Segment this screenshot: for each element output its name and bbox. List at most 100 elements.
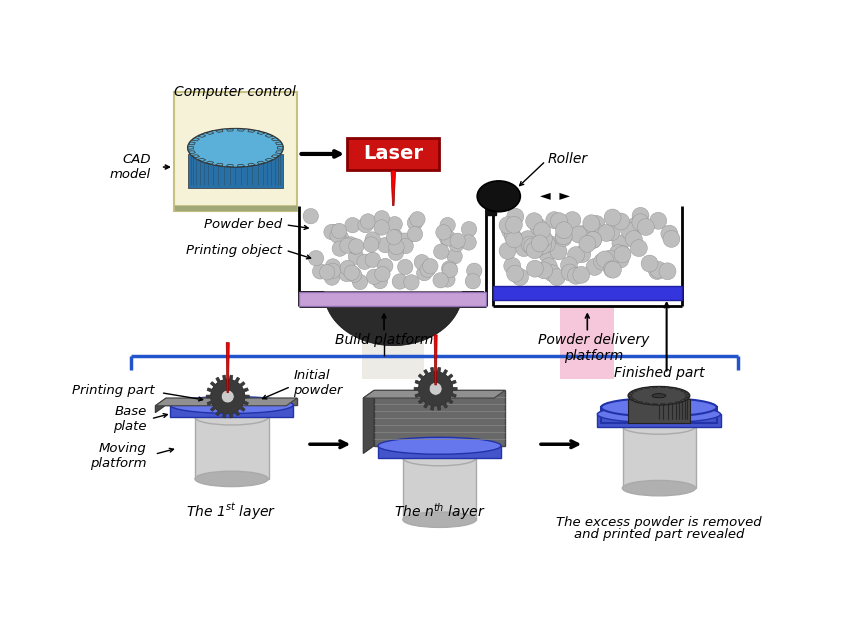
Circle shape (561, 264, 578, 281)
Circle shape (568, 246, 585, 264)
Circle shape (544, 265, 561, 282)
Ellipse shape (628, 386, 689, 405)
Circle shape (585, 231, 602, 248)
Circle shape (374, 220, 389, 235)
Text: and printed part revealed: and printed part revealed (574, 528, 744, 541)
Circle shape (570, 226, 587, 243)
Circle shape (309, 251, 324, 266)
Circle shape (541, 258, 558, 275)
Circle shape (555, 228, 572, 244)
Ellipse shape (229, 145, 242, 151)
Circle shape (330, 228, 345, 243)
Circle shape (663, 230, 680, 248)
Text: The n$^{th}$ layer: The n$^{th}$ layer (394, 501, 485, 522)
Circle shape (422, 259, 438, 274)
Circle shape (416, 266, 432, 281)
Circle shape (388, 230, 403, 245)
Text: Powder delivery
platform: Powder delivery platform (538, 333, 649, 363)
Text: The 1$^{st}$ layer: The 1$^{st}$ layer (186, 502, 277, 522)
Polygon shape (391, 170, 395, 205)
Circle shape (345, 218, 360, 233)
Circle shape (449, 236, 464, 252)
Circle shape (574, 246, 591, 262)
Circle shape (588, 215, 605, 233)
Circle shape (467, 263, 482, 279)
Polygon shape (434, 335, 437, 385)
Circle shape (555, 230, 572, 246)
Circle shape (638, 218, 654, 236)
Ellipse shape (652, 394, 666, 398)
Circle shape (614, 245, 631, 262)
Circle shape (506, 216, 523, 233)
Ellipse shape (622, 419, 695, 434)
Circle shape (568, 267, 584, 284)
Polygon shape (628, 386, 689, 405)
Circle shape (499, 243, 516, 259)
Circle shape (340, 260, 355, 276)
Ellipse shape (598, 406, 721, 423)
Text: Finished part: Finished part (614, 366, 705, 381)
Circle shape (348, 239, 363, 254)
Circle shape (439, 272, 455, 287)
Circle shape (320, 264, 335, 280)
Circle shape (358, 217, 373, 233)
Circle shape (414, 254, 429, 270)
Circle shape (526, 242, 543, 259)
Circle shape (585, 231, 602, 249)
Circle shape (519, 231, 536, 248)
Circle shape (536, 262, 552, 279)
Circle shape (440, 218, 456, 233)
Circle shape (387, 216, 402, 232)
Circle shape (339, 266, 354, 282)
Circle shape (564, 211, 581, 228)
Circle shape (499, 216, 516, 234)
Circle shape (462, 221, 477, 237)
Ellipse shape (223, 142, 248, 153)
Text: Laser: Laser (363, 144, 423, 164)
Circle shape (612, 235, 629, 252)
Circle shape (604, 261, 620, 278)
Circle shape (343, 237, 358, 252)
Circle shape (442, 262, 458, 277)
Circle shape (436, 225, 451, 240)
Circle shape (429, 383, 442, 395)
Circle shape (407, 215, 422, 230)
Polygon shape (226, 343, 230, 392)
Bar (170, 405, 293, 417)
Circle shape (374, 210, 389, 226)
Circle shape (392, 274, 407, 289)
Circle shape (357, 254, 372, 269)
Polygon shape (363, 391, 374, 453)
Circle shape (441, 231, 456, 246)
Bar (196, 417, 269, 479)
Circle shape (632, 214, 649, 231)
Circle shape (649, 212, 666, 230)
Circle shape (574, 226, 591, 243)
Circle shape (333, 230, 348, 246)
Circle shape (614, 246, 631, 263)
Bar (374, 391, 505, 446)
Circle shape (439, 231, 455, 246)
Bar (173, 205, 297, 211)
Ellipse shape (188, 129, 283, 167)
Circle shape (433, 272, 448, 288)
Ellipse shape (403, 450, 476, 466)
Circle shape (626, 231, 643, 248)
Circle shape (360, 214, 376, 229)
Circle shape (598, 225, 615, 241)
Circle shape (386, 230, 402, 245)
Polygon shape (363, 391, 505, 398)
Circle shape (348, 239, 364, 254)
Circle shape (398, 238, 413, 254)
Circle shape (461, 234, 476, 250)
Circle shape (534, 222, 551, 239)
Circle shape (573, 266, 590, 284)
Circle shape (388, 245, 404, 261)
Polygon shape (156, 398, 166, 412)
Circle shape (221, 390, 234, 403)
Circle shape (375, 266, 390, 282)
Bar (347, 138, 439, 170)
Circle shape (550, 243, 567, 260)
Circle shape (441, 261, 456, 276)
Circle shape (612, 251, 629, 268)
